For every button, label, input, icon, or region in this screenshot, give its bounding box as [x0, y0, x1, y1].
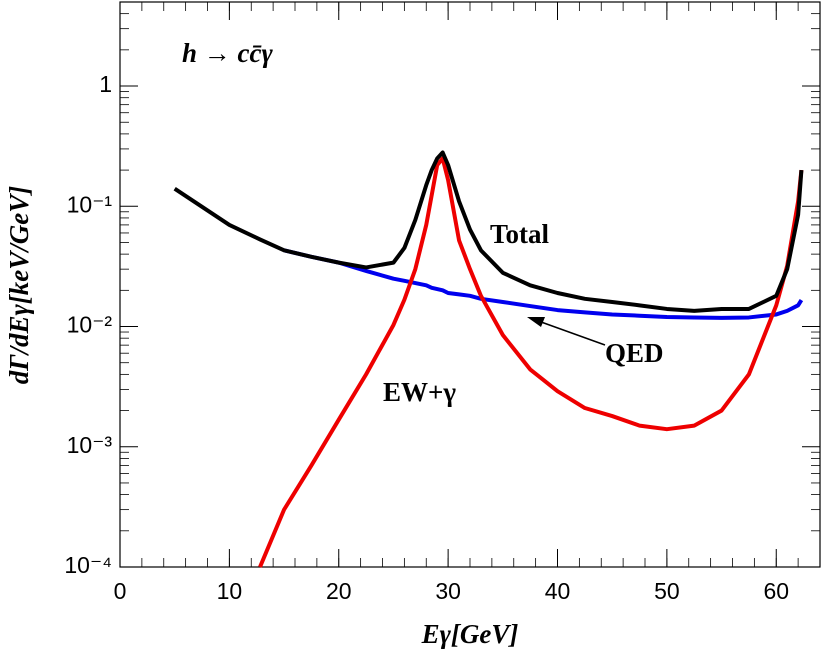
series-label: EW+γ [383, 377, 456, 407]
x-tick-label: 20 [326, 578, 352, 604]
series-line [173, 150, 804, 313]
y-tick-label: 10⁻² [67, 312, 113, 338]
x-tick-label: 30 [435, 578, 461, 604]
chart-title: h → cc̄γ [182, 38, 273, 68]
frame [119, 1, 821, 568]
x-tick-label: 10 [217, 578, 243, 604]
series-label: QED [605, 338, 664, 368]
y-tick-label: 10⁻¹ [67, 191, 113, 217]
y-tick-label: 10⁻³ [67, 432, 113, 458]
x-tick-label: 0 [114, 578, 127, 604]
y-tick-label: 10⁻⁴ [64, 552, 112, 578]
x-tick-label: 40 [545, 578, 571, 604]
series-label: Total [490, 219, 550, 249]
x-tick-label: 50 [654, 578, 680, 604]
x-axis-label: Eγ[GeV] [421, 619, 519, 649]
y-tick-label: 1 [99, 71, 112, 97]
qed-arrowhead [527, 317, 545, 327]
x-tick-label: 60 [763, 578, 789, 604]
y-axis-label: dΓ/dEγ[keV/GeV] [4, 186, 34, 385]
series-line [258, 156, 804, 568]
